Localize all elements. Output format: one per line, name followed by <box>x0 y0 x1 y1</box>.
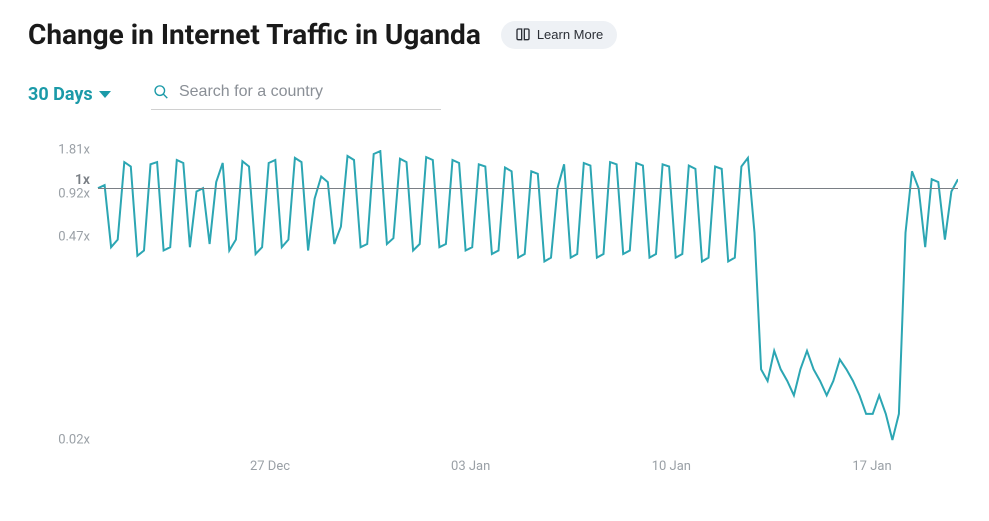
y-axis-label: 1.81x <box>58 143 96 158</box>
y-axis-label: 0.47x <box>58 229 96 244</box>
chart-svg <box>28 150 958 470</box>
search-icon <box>153 83 169 101</box>
x-axis-label: 03 Jan <box>451 459 490 474</box>
header-row: Change in Internet Traffic in Uganda Lea… <box>28 18 961 51</box>
chevron-down-icon <box>99 91 111 98</box>
range-label: 30 Days <box>28 84 93 105</box>
x-axis-label: 27 Dec <box>250 459 290 474</box>
search-field-wrap <box>151 79 441 110</box>
x-axis-label: 17 Jan <box>852 459 891 474</box>
x-axis-label: 10 Jan <box>652 459 691 474</box>
book-icon <box>515 27 531 43</box>
reference-label: 1x <box>75 172 96 188</box>
traffic-chart: 1.81x0.92x0.47x0.02x1x27 Dec03 Jan10 Jan… <box>28 150 958 470</box>
learn-more-button[interactable]: Learn More <box>501 21 617 49</box>
page-title: Change in Internet Traffic in Uganda <box>28 18 481 51</box>
y-axis-label: 0.92x <box>58 186 96 201</box>
controls-row: 30 Days <box>28 79 961 110</box>
range-selector[interactable]: 30 Days <box>28 84 111 105</box>
y-axis-label: 0.02x <box>58 433 96 448</box>
traffic-line <box>98 151 958 440</box>
learn-more-label: Learn More <box>537 27 603 42</box>
country-search-input[interactable] <box>179 83 439 101</box>
reference-line <box>98 188 958 189</box>
